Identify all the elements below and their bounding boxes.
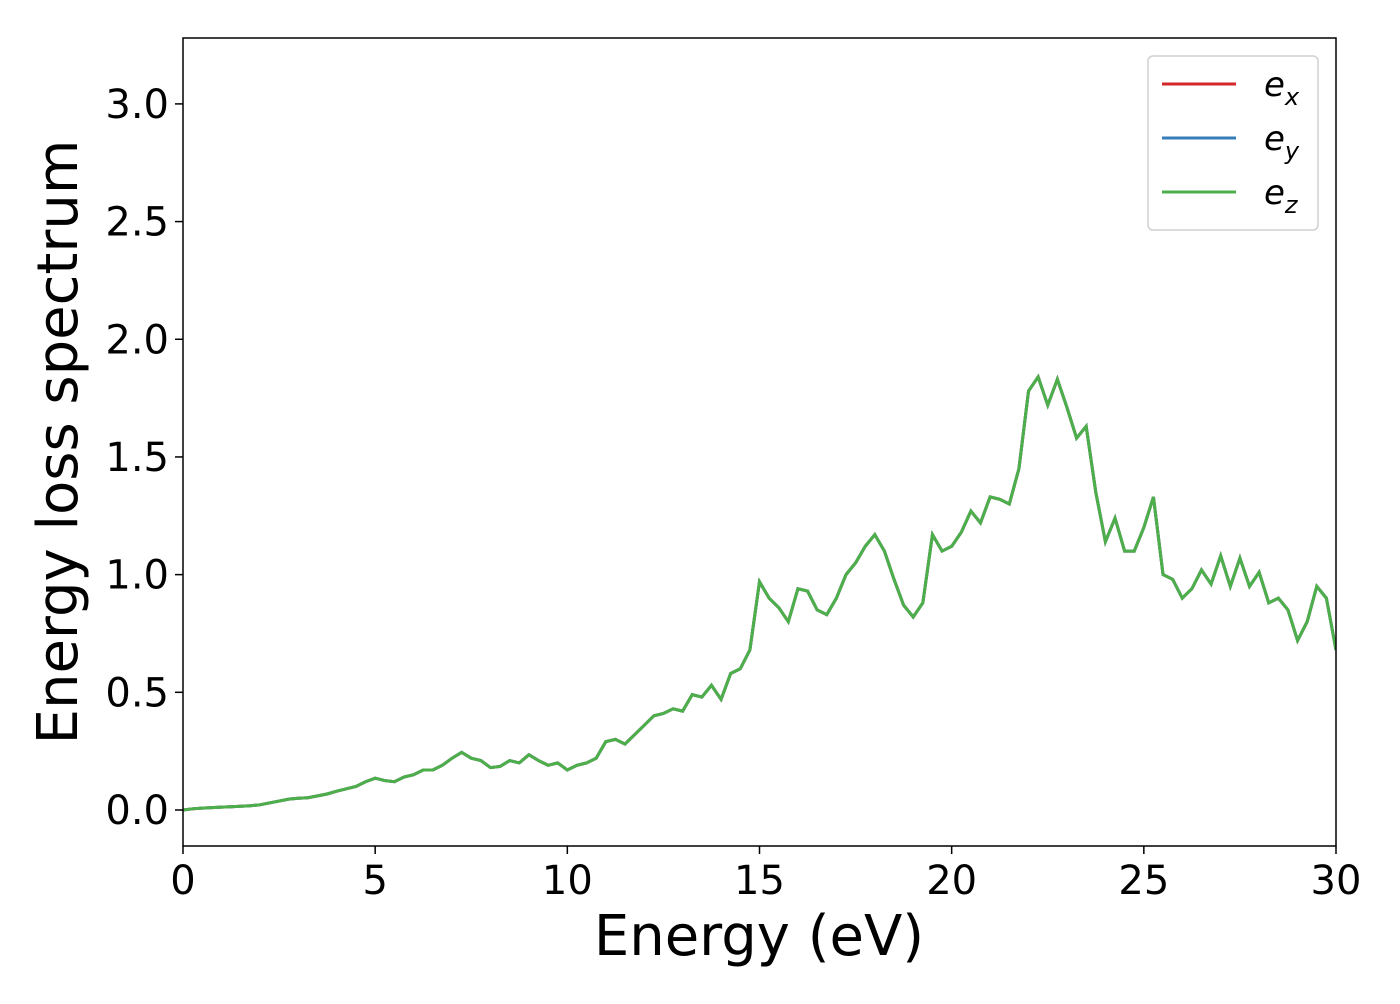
x-tick-label: 25 (1118, 858, 1169, 904)
x-tick-label: 30 (1311, 858, 1362, 904)
legend-label: ey (1264, 119, 1300, 165)
legend-label: ez (1264, 173, 1299, 219)
x-tick-label: 10 (542, 858, 593, 904)
y-tick-label: 3.0 (105, 82, 169, 128)
y-tick-label: 1.0 (105, 553, 169, 599)
y-tick-label: 0.5 (105, 670, 169, 716)
x-tick-label: 20 (926, 858, 977, 904)
x-tick-label: 5 (362, 858, 387, 904)
x-tick-label: 0 (170, 858, 195, 904)
legend-box (1147, 55, 1319, 231)
plot-frame (182, 37, 1337, 847)
y-tick-label: 0.0 (105, 788, 169, 834)
y-axis-label: Energy loss spectrum (26, 140, 91, 745)
legend-label: ex (1264, 65, 1300, 111)
y-tick-label: 2.0 (105, 317, 169, 363)
data-line (183, 373, 1336, 812)
x-tick-label: 15 (734, 858, 785, 904)
x-axis-label: Energy (eV) (594, 904, 924, 969)
y-tick-label: 1.5 (105, 435, 169, 481)
y-tick-label: 2.5 (105, 200, 169, 246)
